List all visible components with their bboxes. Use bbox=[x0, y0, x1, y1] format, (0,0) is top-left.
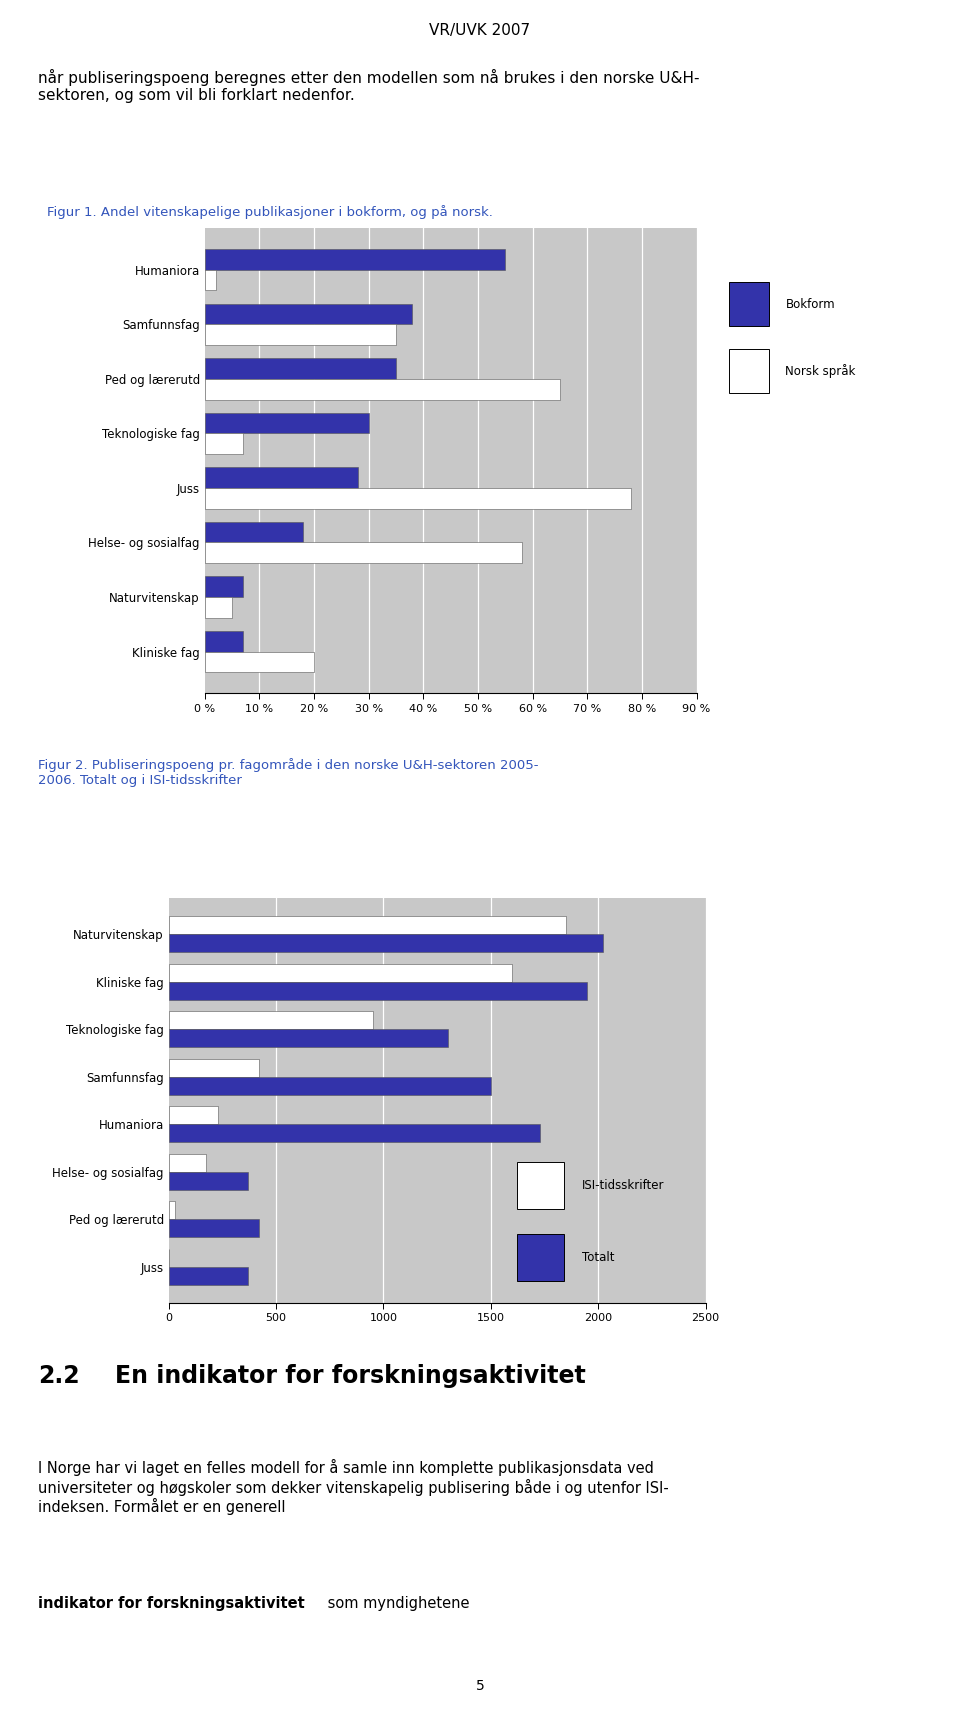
Text: Totalt: Totalt bbox=[583, 1251, 614, 1265]
Bar bbox=[169, 1124, 540, 1143]
Bar bbox=[516, 1234, 564, 1280]
Bar bbox=[204, 652, 314, 673]
Bar bbox=[204, 597, 232, 618]
Bar bbox=[516, 1162, 564, 1210]
Bar bbox=[204, 304, 413, 324]
Text: Norsk språk: Norsk språk bbox=[785, 364, 855, 378]
Bar bbox=[169, 1076, 491, 1095]
Bar bbox=[204, 434, 243, 455]
Text: Bokform: Bokform bbox=[785, 297, 835, 311]
Bar bbox=[169, 1059, 259, 1076]
Bar bbox=[169, 1172, 248, 1189]
Text: når publiseringspoeng beregnes etter den modellen som nå brukes i den norske U&H: når publiseringspoeng beregnes etter den… bbox=[38, 69, 700, 103]
Bar bbox=[169, 1011, 372, 1030]
Bar bbox=[169, 934, 603, 952]
Bar bbox=[169, 982, 588, 1000]
Bar bbox=[204, 487, 631, 508]
Bar bbox=[204, 359, 396, 379]
Bar bbox=[729, 350, 769, 393]
Text: 2.2: 2.2 bbox=[38, 1364, 80, 1388]
Text: ISI-tidsskrifter: ISI-tidsskrifter bbox=[583, 1179, 665, 1193]
Bar bbox=[204, 412, 369, 434]
Bar bbox=[169, 1153, 206, 1172]
Bar bbox=[169, 1266, 248, 1285]
Bar bbox=[729, 281, 769, 326]
Bar bbox=[204, 577, 243, 597]
Text: indikator for forskningsaktivitet: indikator for forskningsaktivitet bbox=[38, 1596, 305, 1611]
Bar bbox=[169, 1218, 259, 1237]
Bar bbox=[204, 467, 358, 487]
Text: Figur 2. Publiseringspoeng pr. fagområde i den norske U&H-sektoren 2005-
2006. T: Figur 2. Publiseringspoeng pr. fagområde… bbox=[38, 758, 539, 788]
Text: som myndighetene: som myndighetene bbox=[323, 1596, 469, 1611]
Text: En indikator for forskningsaktivitet: En indikator for forskningsaktivitet bbox=[115, 1364, 586, 1388]
Text: I Norge har vi laget en felles modell for å samle inn komplette publikasjonsdata: I Norge har vi laget en felles modell fo… bbox=[38, 1459, 669, 1515]
Bar bbox=[169, 1030, 448, 1047]
Bar bbox=[169, 916, 566, 934]
Bar bbox=[204, 249, 505, 269]
Bar bbox=[169, 964, 513, 982]
Bar bbox=[169, 1201, 175, 1218]
Text: Figur 1. Andel vitenskapelige publikasjoner i bokform, og på norsk.: Figur 1. Andel vitenskapelige publikasjo… bbox=[47, 206, 492, 220]
Bar bbox=[204, 379, 560, 400]
Bar bbox=[204, 542, 521, 563]
Text: 5: 5 bbox=[475, 1678, 485, 1694]
Bar bbox=[204, 631, 243, 652]
Bar bbox=[204, 522, 303, 542]
Text: VR/UVK 2007: VR/UVK 2007 bbox=[429, 22, 531, 38]
Bar bbox=[169, 1107, 218, 1124]
Bar bbox=[204, 324, 396, 345]
Bar bbox=[204, 269, 216, 290]
